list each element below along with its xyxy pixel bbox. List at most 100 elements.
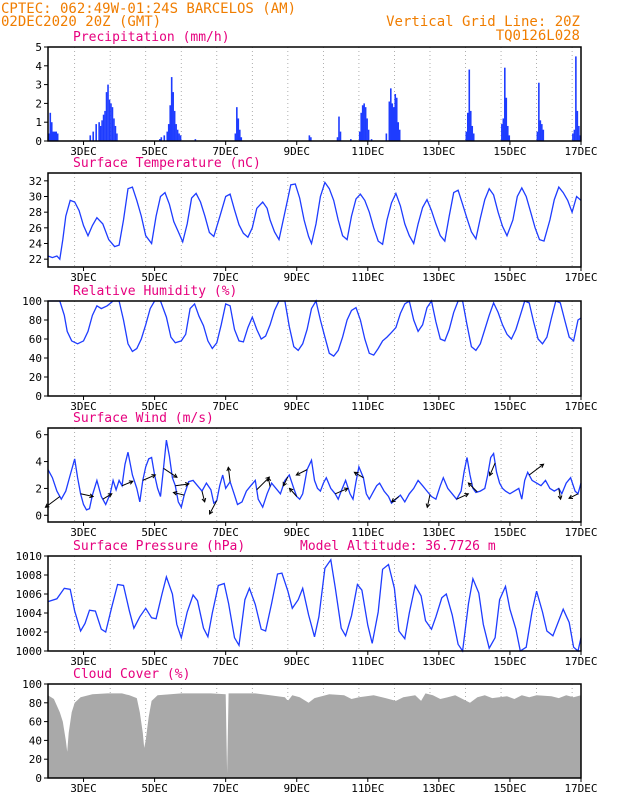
wind-arrow <box>121 480 134 487</box>
cloud-xtick-label: 3DEC <box>70 782 97 795</box>
pressure-ytick-label: 1002 <box>16 626 43 639</box>
wind-title: Surface Wind (m/s) <box>73 411 214 426</box>
precip-bar <box>89 135 92 141</box>
precip-bar <box>98 122 100 141</box>
wind-xtick-label: 3DEC <box>70 526 97 539</box>
pressure-xtick-label: 17DEC <box>564 655 597 668</box>
rh-ytick-label: 20 <box>29 371 42 384</box>
rh-ytick-label: 0 <box>35 390 42 403</box>
pressure-xtick-label: 13DEC <box>422 655 455 668</box>
precip-xtick-label: 9DEC <box>283 145 310 158</box>
wind-panel: Surface Wind (m/s) 0 2 4 6 3DEC 5DEC 7DEC 9DEC 11… <box>35 411 597 539</box>
cloud-ytick-label: 100 <box>22 678 42 691</box>
precip-bar <box>170 77 173 141</box>
precip-frame <box>47 46 582 142</box>
rh-ytick-label: 100 <box>22 295 42 308</box>
rh-xtick-label: 17DEC <box>564 400 597 413</box>
wind-arrow <box>528 463 545 476</box>
pressure-xtick-label: 3DEC <box>70 655 97 668</box>
wind-xtick-label: 11DEC <box>351 526 384 539</box>
precip-bar <box>466 112 469 141</box>
precip-bar <box>350 139 352 141</box>
precip-bar <box>92 131 95 141</box>
precip-bar <box>575 56 577 141</box>
wind-arrow <box>568 493 579 499</box>
precip-bar <box>504 67 506 141</box>
rh-xtick-label: 9DEC <box>283 400 310 413</box>
precip-xtick-label: 15DEC <box>493 145 526 158</box>
pressure-line <box>47 558 582 653</box>
wind-arrow <box>353 471 364 479</box>
precip-bar <box>465 131 468 141</box>
temp-panel: Surface Temperature (nC) 22 24 26 28 30 32 3DEC… <box>29 156 598 284</box>
wind-line <box>47 439 582 511</box>
precip-bar <box>113 118 115 141</box>
pressure-title: Surface Pressure (hPa) <box>73 539 245 554</box>
pressure-xtick-label: 7DEC <box>212 655 239 668</box>
precip-bar <box>502 118 505 141</box>
temp-title: Surface Temperature (nC) <box>73 156 261 171</box>
pressure-frame <box>47 555 582 652</box>
precip-ytick-label: 1 <box>35 116 42 129</box>
wind-arrow <box>557 488 563 501</box>
wind-xtick-label: 9DEC <box>283 526 310 539</box>
precip-bar <box>578 125 580 141</box>
precip-bar <box>336 137 339 141</box>
cloud-frame <box>47 683 582 779</box>
wind-arrow <box>175 482 190 487</box>
pressure-xtick-label: 5DEC <box>141 655 168 668</box>
temp-xtick-label: 17DEC <box>564 271 597 284</box>
precip-bar <box>367 129 370 141</box>
wind-arrow <box>295 469 308 476</box>
wind-arrow <box>390 496 400 503</box>
rh-xtick-label: 5DEC <box>141 400 168 413</box>
precip-bar <box>469 110 472 141</box>
precip-bar <box>107 84 109 141</box>
precip-bar <box>360 112 362 141</box>
precip-bar <box>505 97 508 141</box>
precip-bar <box>49 112 52 141</box>
temp-xtick-label: 3DEC <box>70 271 97 284</box>
model-id: TQ0126L028 <box>496 28 580 44</box>
precip-bar <box>468 69 471 141</box>
precip-bar <box>472 133 475 141</box>
precip-bar <box>104 110 106 141</box>
precip-ytick-label: 0 <box>35 135 42 148</box>
temp-line <box>47 180 582 261</box>
wind-arrow <box>282 476 289 487</box>
wind-arrow <box>425 494 431 509</box>
temp-xtick-label: 11DEC <box>351 271 384 284</box>
precip-bar <box>176 129 179 141</box>
precip-bar <box>363 103 365 141</box>
precip-bar <box>234 133 237 141</box>
pressure-ytick-label: 1010 <box>16 550 43 563</box>
temp-ytick-label: 28 <box>29 206 42 219</box>
precip-bar <box>508 135 511 141</box>
cloud-ytick-label: 40 <box>29 734 42 747</box>
cloud-ytick-label: 20 <box>29 753 42 766</box>
precip-bar <box>110 103 112 141</box>
precip-xtick-label: 17DEC <box>564 145 597 158</box>
precip-bar <box>108 99 111 141</box>
precip-bar <box>501 124 503 141</box>
rh-xtick-label: 15DEC <box>493 400 526 413</box>
rh-panel: Relative Humidity (%) 0 20 40 60 80 100 3DEC 5DE… <box>22 284 597 413</box>
precip-bar <box>397 122 400 141</box>
cloud-xtick-label: 7DEC <box>212 782 239 795</box>
precip-bar <box>536 131 539 141</box>
wind-arrow <box>266 476 272 487</box>
wind-arrow <box>456 493 470 500</box>
precip-bar <box>339 131 342 141</box>
wind-ytick-label: 4 <box>35 456 42 469</box>
precip-bar <box>395 97 398 141</box>
temp-xtick-label: 5DEC <box>141 271 168 284</box>
precip-bar <box>572 133 574 141</box>
precip-bar <box>541 124 543 141</box>
precip-ytick-label: 3 <box>35 79 42 92</box>
precip-bar <box>392 107 395 141</box>
precip-bar <box>236 107 238 141</box>
wind-arrow <box>172 490 185 496</box>
cloud-xtick-label: 5DEC <box>141 782 168 795</box>
cloud-xtick-label: 17DEC <box>564 782 597 795</box>
precip-bar <box>114 125 117 141</box>
